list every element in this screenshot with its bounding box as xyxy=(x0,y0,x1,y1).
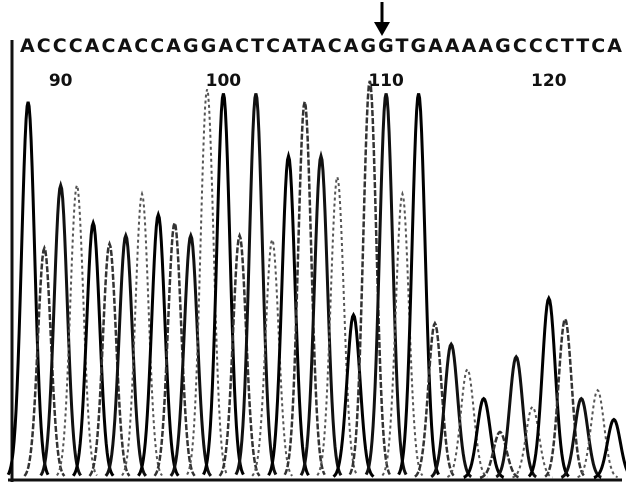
position-label: 100 xyxy=(206,71,242,91)
sequence: ACCCACACCAGGACTCATACAGGTGAAAAGCCCTTCA xyxy=(20,35,622,57)
position-label: 110 xyxy=(368,71,404,91)
position-label: 90 xyxy=(49,71,73,91)
position-label: 120 xyxy=(531,71,567,91)
chromatogram: ACCCACACCAGGACTCATACAGGTGAAAAGCCCTTCA 90… xyxy=(0,0,626,498)
